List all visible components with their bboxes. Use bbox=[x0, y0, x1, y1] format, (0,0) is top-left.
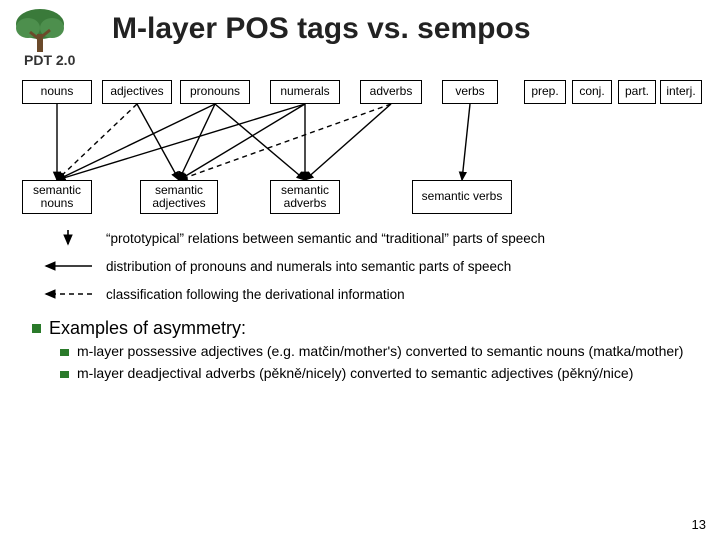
legend-arrow-icon bbox=[40, 256, 96, 276]
bullet-icon bbox=[32, 324, 41, 333]
legend-row: “prototypical” relations between semanti… bbox=[40, 228, 698, 248]
box-numerals: numerals bbox=[270, 80, 340, 104]
bullet-icon bbox=[60, 371, 69, 378]
arrow-pronouns-sem_nouns bbox=[57, 104, 215, 180]
mapping-diagram: nouns adjectives pronouns numerals adverbs ve… bbox=[22, 80, 698, 220]
box-part: part. bbox=[618, 80, 656, 104]
tree-logo bbox=[10, 6, 70, 56]
arrow-adverbs-sem_adj bbox=[179, 104, 391, 180]
arrow-verbs-sem_verbs bbox=[462, 104, 470, 180]
legend-arrow-icon bbox=[40, 228, 96, 248]
box-adverbs: adverbs bbox=[360, 80, 422, 104]
examples-section: Examples of asymmetry: m-layer possessiv… bbox=[32, 318, 698, 382]
box-prep: prep. bbox=[524, 80, 566, 104]
slide-title: M-layer POS tags vs. sempos bbox=[112, 12, 698, 46]
box-sem_adv: semantic adverbs bbox=[270, 180, 340, 214]
examples-heading: Examples of asymmetry: bbox=[49, 318, 246, 339]
arrow-adjectives-sem_nouns bbox=[57, 104, 137, 180]
arrow-pronouns-sem_adj bbox=[179, 104, 215, 180]
slide-subtitle: PDT 2.0 bbox=[24, 52, 698, 68]
page-number: 13 bbox=[692, 517, 706, 532]
example-text: m-layer deadjectival adverbs (pěkně/nice… bbox=[77, 365, 633, 383]
example-text: m-layer possessive adjectives (e.g. matč… bbox=[77, 343, 683, 361]
box-sem_nouns: semantic nouns bbox=[22, 180, 92, 214]
legend: “prototypical” relations between semanti… bbox=[22, 228, 698, 304]
box-adjectives: adjectives bbox=[102, 80, 172, 104]
arrow-adverbs-sem_adv bbox=[305, 104, 391, 180]
box-sem_verbs: semantic verbs bbox=[412, 180, 512, 214]
box-verbs: verbs bbox=[442, 80, 498, 104]
box-nouns: nouns bbox=[22, 80, 92, 104]
legend-text: classification following the derivationa… bbox=[106, 287, 405, 302]
arrow-numerals-sem_adj bbox=[179, 104, 305, 180]
box-pronouns: pronouns bbox=[180, 80, 250, 104]
legend-row: distribution of pronouns and numerals in… bbox=[40, 256, 698, 276]
box-interj: interj. bbox=[660, 80, 702, 104]
legend-text: “prototypical” relations between semanti… bbox=[106, 231, 545, 246]
legend-arrow-icon bbox=[40, 284, 96, 304]
example-item: m-layer deadjectival adverbs (pěkně/nice… bbox=[60, 365, 698, 383]
bullet-icon bbox=[60, 349, 69, 356]
arrow-adjectives-sem_adj bbox=[137, 104, 179, 180]
box-sem_adj: semantic adjectives bbox=[140, 180, 218, 214]
arrow-numerals-sem_nouns bbox=[57, 104, 305, 180]
example-item: m-layer possessive adjectives (e.g. matč… bbox=[60, 343, 698, 361]
box-conj: conj. bbox=[572, 80, 612, 104]
legend-text: distribution of pronouns and numerals in… bbox=[106, 259, 511, 274]
legend-row: classification following the derivationa… bbox=[40, 284, 698, 304]
arrow-pronouns-sem_adv bbox=[215, 104, 305, 180]
